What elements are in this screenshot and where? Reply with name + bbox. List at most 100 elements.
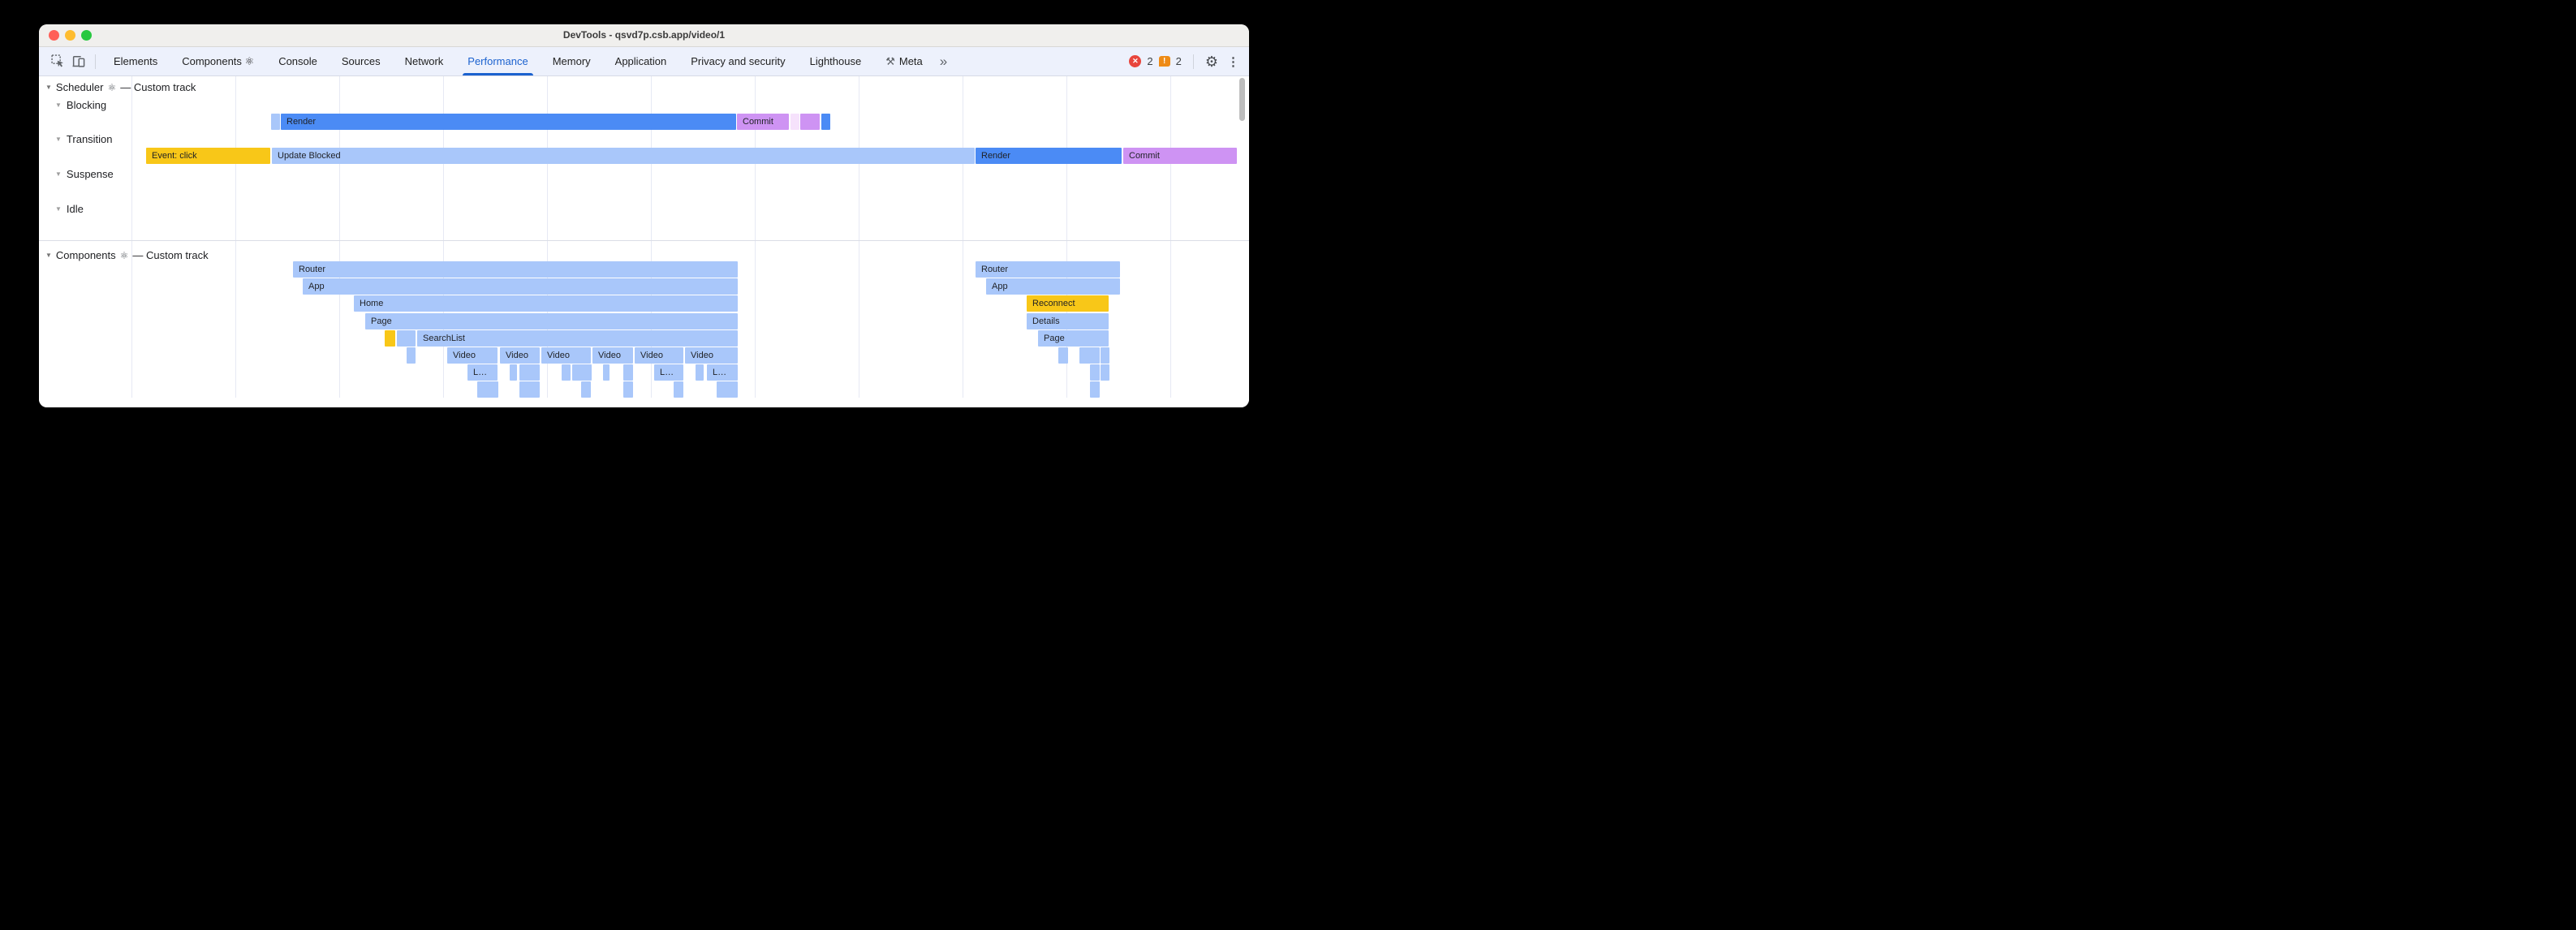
flame-bar[interactable] [519,381,540,398]
flame-bar[interactable]: Video [500,347,540,364]
flame-bar-label: L… [473,368,488,377]
panel-tab[interactable]: Components ⚛ [170,47,266,75]
flame-bar[interactable]: Reconnect [1027,295,1109,312]
flame-bar[interactable] [603,364,610,381]
more-tabs-icon[interactable]: » [939,53,948,69]
maximize-window-button[interactable] [81,30,92,41]
panel-tab[interactable]: Sources [330,47,393,75]
flame-bar[interactable] [510,364,517,381]
flame-bar[interactable]: L… [467,364,498,381]
flame-bar[interactable]: Page [365,313,738,329]
flame-bar[interactable]: App [303,278,738,295]
flame-bar[interactable]: Page [1038,330,1109,347]
panel-tab[interactable]: Network [393,47,456,75]
flame-bar[interactable]: Video [592,347,633,364]
collapse-triangle-icon[interactable]: ▼ [45,84,52,91]
flame-bar[interactable]: Video [685,347,738,364]
collapse-triangle-icon[interactable]: ▼ [45,252,52,259]
flame-bar[interactable]: Details [1027,313,1109,329]
flame-bar[interactable] [1058,347,1068,364]
flame-bar-label: Update Blocked [278,151,341,161]
flame-bar[interactable]: Router [976,261,1120,278]
flame-bar[interactable]: Video [541,347,591,364]
scheduler-lane[interactable]: ▼ Transition [55,133,113,145]
flame-bar[interactable] [1090,364,1100,381]
scheduler-lane[interactable]: ▼ Idle [55,203,84,215]
flame-bar[interactable] [562,364,571,381]
collapse-triangle-icon[interactable]: ▼ [55,101,62,109]
panel-tab[interactable]: Memory [541,47,603,75]
collapse-triangle-icon[interactable]: ▼ [55,205,62,213]
flame-bar[interactable] [674,381,683,398]
flame-bar[interactable]: App [986,278,1120,295]
flame-bar[interactable] [1090,381,1100,398]
flame-bar[interactable]: L… [654,364,683,381]
tab-label: Lighthouse [809,55,862,67]
vertical-scrollbar-thumb[interactable] [1239,78,1245,121]
flame-bar[interactable]: Render [976,148,1122,164]
flame-bar[interactable] [696,364,704,381]
flame-bar[interactable] [385,330,395,347]
flame-bar[interactable]: Video [635,347,683,364]
scheduler-lane[interactable]: ▼ Blocking [55,99,106,111]
tab-label: Components ⚛ [182,54,255,67]
panel-tab[interactable]: Performance [455,47,540,75]
flame-bar[interactable] [477,381,498,398]
panel-tabs: Elements Components ⚛ Console Sources Ne… [101,47,935,75]
inspect-element-icon[interactable] [49,53,67,71]
flame-bar[interactable]: Commit [1123,148,1237,164]
panel-tab[interactable]: Console [266,47,330,75]
components-track-header[interactable]: ▼ Components ⚛ — Custom track [45,249,209,261]
flame-bar[interactable]: Render [281,114,736,130]
scheduler-track-header[interactable]: ▼ Scheduler ⚛ — Custom track [45,81,196,93]
device-toolbar-icon[interactable] [70,53,88,71]
flame-bar[interactable] [397,330,416,347]
flame-bar[interactable] [821,114,830,130]
react-atom-icon: ⚛ [119,249,129,261]
flame-bar[interactable] [271,114,280,130]
devtools-window: DevTools - qsvd7p.csb.app/video/1 Elemen… [39,24,1249,407]
flame-bar[interactable]: Commit [737,114,789,130]
flame-bar[interactable] [623,364,633,381]
flame-bar[interactable] [407,347,416,364]
react-atom-icon: ⚛ [107,81,117,93]
warning-icon[interactable]: ! [1158,56,1170,67]
flame-bar[interactable]: Router [293,261,738,278]
flame-bar[interactable]: Video [447,347,498,364]
minimize-window-button[interactable] [65,30,75,41]
lane-label: Transition [66,133,113,145]
flame-bar[interactable]: Home [354,295,738,312]
flame-bar[interactable] [1101,347,1109,364]
collapse-triangle-icon[interactable]: ▼ [55,170,62,178]
close-window-button[interactable] [49,30,59,41]
flame-bar[interactable]: Event: click [146,148,270,164]
error-icon[interactable]: ✕ [1129,55,1142,67]
flame-bar[interactable] [1101,364,1109,381]
collapse-triangle-icon[interactable]: ▼ [55,136,62,143]
settings-gear-icon[interactable]: ⚙ [1204,53,1218,70]
flame-bar[interactable]: SearchList [417,330,738,347]
flame-bar[interactable]: L… [707,364,738,381]
scheduler-lane[interactable]: ▼ Suspense [55,168,114,180]
flame-bar-label: Event: click [152,151,197,161]
panel-tab[interactable]: Application [603,47,679,75]
flame-bar[interactable] [623,381,633,398]
panel-tab[interactable]: Privacy and security [678,47,797,75]
panel-tab[interactable]: ⚒ Meta [873,47,935,75]
panel-tab[interactable]: Lighthouse [798,47,874,75]
flame-bar-label: Details [1032,316,1060,326]
toolbar-divider [95,54,96,69]
flame-bar[interactable]: Update Blocked [272,148,975,164]
flame-bar[interactable] [717,381,738,398]
flame-bar[interactable] [519,364,540,381]
flame-bar[interactable] [572,364,592,381]
flame-bar[interactable] [790,114,799,130]
flame-bar[interactable] [581,381,591,398]
flame-chart-area[interactable]: ▼ Scheduler ⚛ — Custom track ▼ Blocking … [39,76,1249,398]
flame-bar[interactable] [1079,347,1100,364]
menu-kebab-icon[interactable]: ⋮ [1227,54,1239,69]
track-subtitle: — Custom track [132,249,209,261]
tab-label: Application [614,55,667,67]
panel-tab[interactable]: Elements [101,47,170,75]
flame-bar[interactable] [800,114,820,130]
